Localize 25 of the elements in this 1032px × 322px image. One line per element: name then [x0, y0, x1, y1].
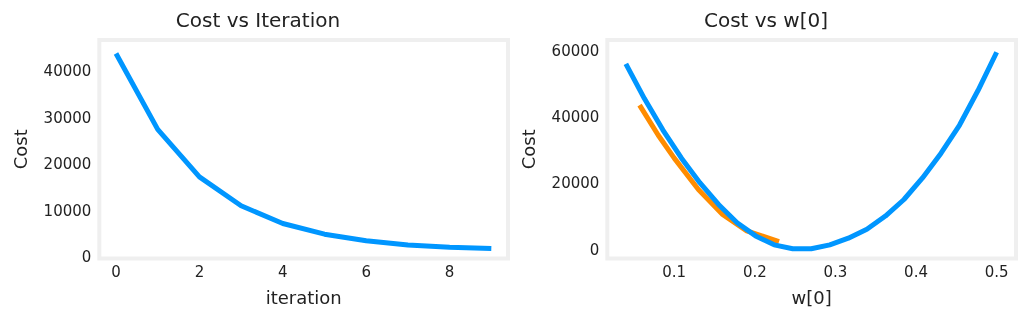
y-tick-label: 20000: [43, 155, 92, 174]
x-tick-label: 2: [194, 263, 205, 282]
x-tick-label: 0.3: [823, 263, 848, 282]
y-tick-label: 40000: [551, 108, 600, 127]
y-tick-label: 60000: [551, 42, 600, 61]
y-axis-title: Cost: [10, 129, 32, 170]
x-tick-label: 0.4: [904, 263, 928, 282]
x-tick-label: 0: [111, 263, 121, 282]
x-tick-label: 0.2: [742, 263, 767, 282]
x-tick-label: 0.5: [984, 263, 1009, 282]
y-tick-label: 0: [589, 240, 600, 259]
y-tick-label: 0: [81, 248, 92, 267]
y-axis-title: Cost: [518, 129, 540, 170]
y-tick-label: 20000: [551, 174, 600, 193]
x-tick-label: 0.1: [662, 263, 687, 282]
x-tick-label: 4: [278, 263, 288, 282]
x-tick-label: 6: [361, 263, 371, 282]
x-axis-title: iteration: [265, 286, 342, 308]
y-tick-label: 10000: [43, 201, 92, 220]
x-tick-label: 8: [444, 263, 455, 282]
y-tick-label: 40000: [43, 62, 92, 81]
chart-title: Cost vs Iteration: [175, 8, 341, 33]
y-tick-label: 30000: [43, 108, 92, 127]
x-axis-title: w[0]: [791, 286, 832, 308]
chart-title: Cost vs w[0]: [703, 8, 829, 33]
